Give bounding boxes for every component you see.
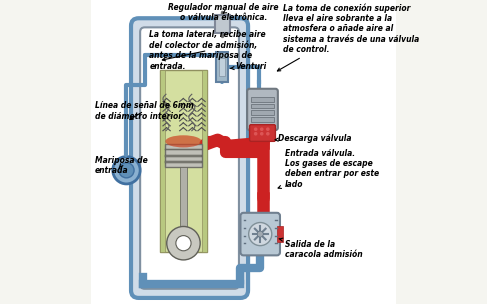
Text: La toma lateral, recibe aire
del colector de admisión,
antes de la mariposa de
e: La toma lateral, recibe aire del colecto… (149, 30, 266, 71)
Circle shape (113, 157, 140, 184)
Circle shape (254, 127, 258, 131)
Bar (160, 70, 166, 252)
Bar (251, 104, 274, 108)
Text: Venturi: Venturi (230, 62, 267, 71)
Bar (277, 226, 283, 242)
Bar (202, 70, 207, 252)
Circle shape (119, 163, 134, 178)
Ellipse shape (166, 135, 202, 147)
Text: Salida de la
caracola admisión: Salida de la caracola admisión (279, 238, 362, 259)
Text: Regulador manual de aire
o válvula eletrônica.: Regulador manual de aire o válvula eletr… (169, 3, 279, 22)
Bar (166, 161, 202, 163)
Circle shape (167, 226, 200, 260)
Bar (251, 117, 274, 122)
Bar (215, 15, 230, 33)
Text: Descarga válvula: Descarga válvula (275, 134, 352, 143)
FancyBboxPatch shape (140, 27, 239, 289)
Bar (180, 167, 187, 237)
Bar (166, 144, 202, 167)
Circle shape (254, 132, 258, 136)
Circle shape (249, 223, 272, 246)
Bar (160, 70, 207, 252)
Text: Entrada válvula.
Los gases de escape
deben entrar por este
lado: Entrada válvula. Los gases de escape deb… (278, 149, 379, 189)
Bar (166, 155, 202, 157)
Circle shape (176, 236, 191, 251)
Circle shape (266, 127, 270, 131)
Bar (251, 97, 274, 102)
FancyBboxPatch shape (131, 18, 248, 298)
Text: Línea de señal de 6mm
de diámetro interior: Línea de señal de 6mm de diámetro interi… (94, 101, 193, 121)
Circle shape (266, 132, 270, 136)
Bar (166, 149, 202, 150)
Text: Mariposa de
entrada: Mariposa de entrada (94, 156, 147, 175)
FancyBboxPatch shape (247, 89, 278, 130)
Circle shape (260, 132, 263, 136)
Circle shape (260, 127, 263, 131)
Bar (219, 58, 225, 76)
Bar (251, 110, 274, 115)
Circle shape (257, 231, 263, 237)
Text: La toma de conexión superior
lleva el aire sobrante a la
atmosfera o añade aire : La toma de conexión superior lleva el ai… (278, 3, 419, 71)
FancyBboxPatch shape (249, 125, 276, 141)
Bar (216, 52, 228, 82)
FancyBboxPatch shape (241, 213, 280, 255)
